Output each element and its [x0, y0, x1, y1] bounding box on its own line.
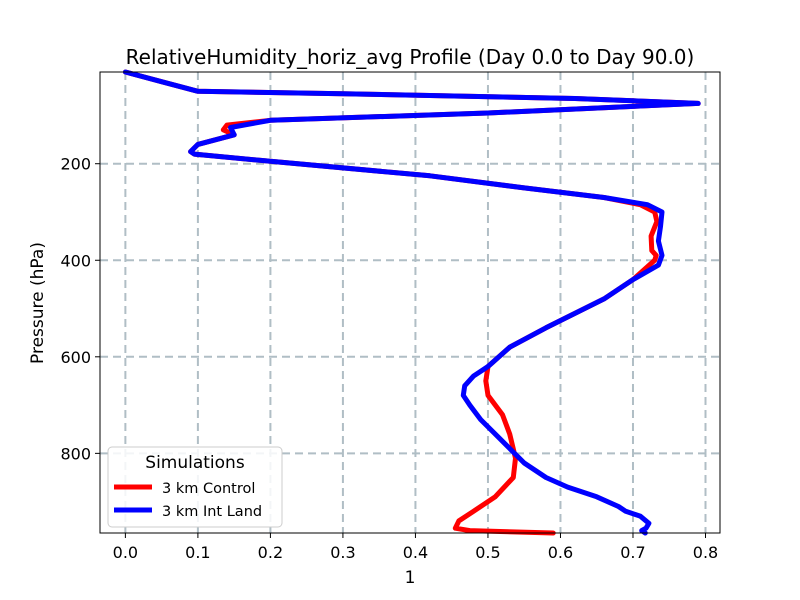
y-tick-label: 800	[60, 444, 91, 463]
chart-title: RelativeHumidity_horiz_avg Profile (Day …	[126, 45, 695, 69]
plot-frame	[99, 71, 721, 534]
legend-label-3km-control: 3 km Control	[162, 481, 255, 497]
series-line-3-km-int-land	[122, 69, 701, 536]
x-tick-label: 0.7	[620, 543, 645, 562]
x-tick-label: 0.6	[548, 543, 573, 562]
x-axis-ticks: 0.0 0.1 0.2 0.3 0.4 0.5 0.6 0.7 0.8	[113, 533, 718, 562]
x-tick-label: 0.3	[330, 543, 355, 562]
y-tick-label: 400	[60, 251, 91, 270]
legend-label-3km-int-land: 3 km Int Land	[162, 504, 262, 520]
legend: Simulations 3 km Control 3 km Int Land	[107, 446, 283, 528]
x-tick-label: 0.0	[113, 543, 138, 562]
y-tick-label: 200	[60, 155, 91, 174]
x-tick-label: 0.1	[185, 543, 210, 562]
y-axis-label: Pressure (hPa)	[28, 242, 48, 364]
legend-title: Simulations	[145, 453, 245, 473]
x-tick-label: 0.2	[258, 543, 283, 562]
x-tick-label: 0.8	[693, 543, 718, 562]
x-axis-label: 1	[405, 568, 416, 588]
series-lines	[122, 69, 701, 536]
x-tick-label: 0.5	[475, 543, 500, 562]
x-tick-label: 0.4	[403, 543, 428, 562]
legend-box	[107, 446, 283, 528]
y-tick-label: 600	[60, 348, 91, 367]
y-axis-ticks: 200 400 600 800	[60, 155, 100, 463]
